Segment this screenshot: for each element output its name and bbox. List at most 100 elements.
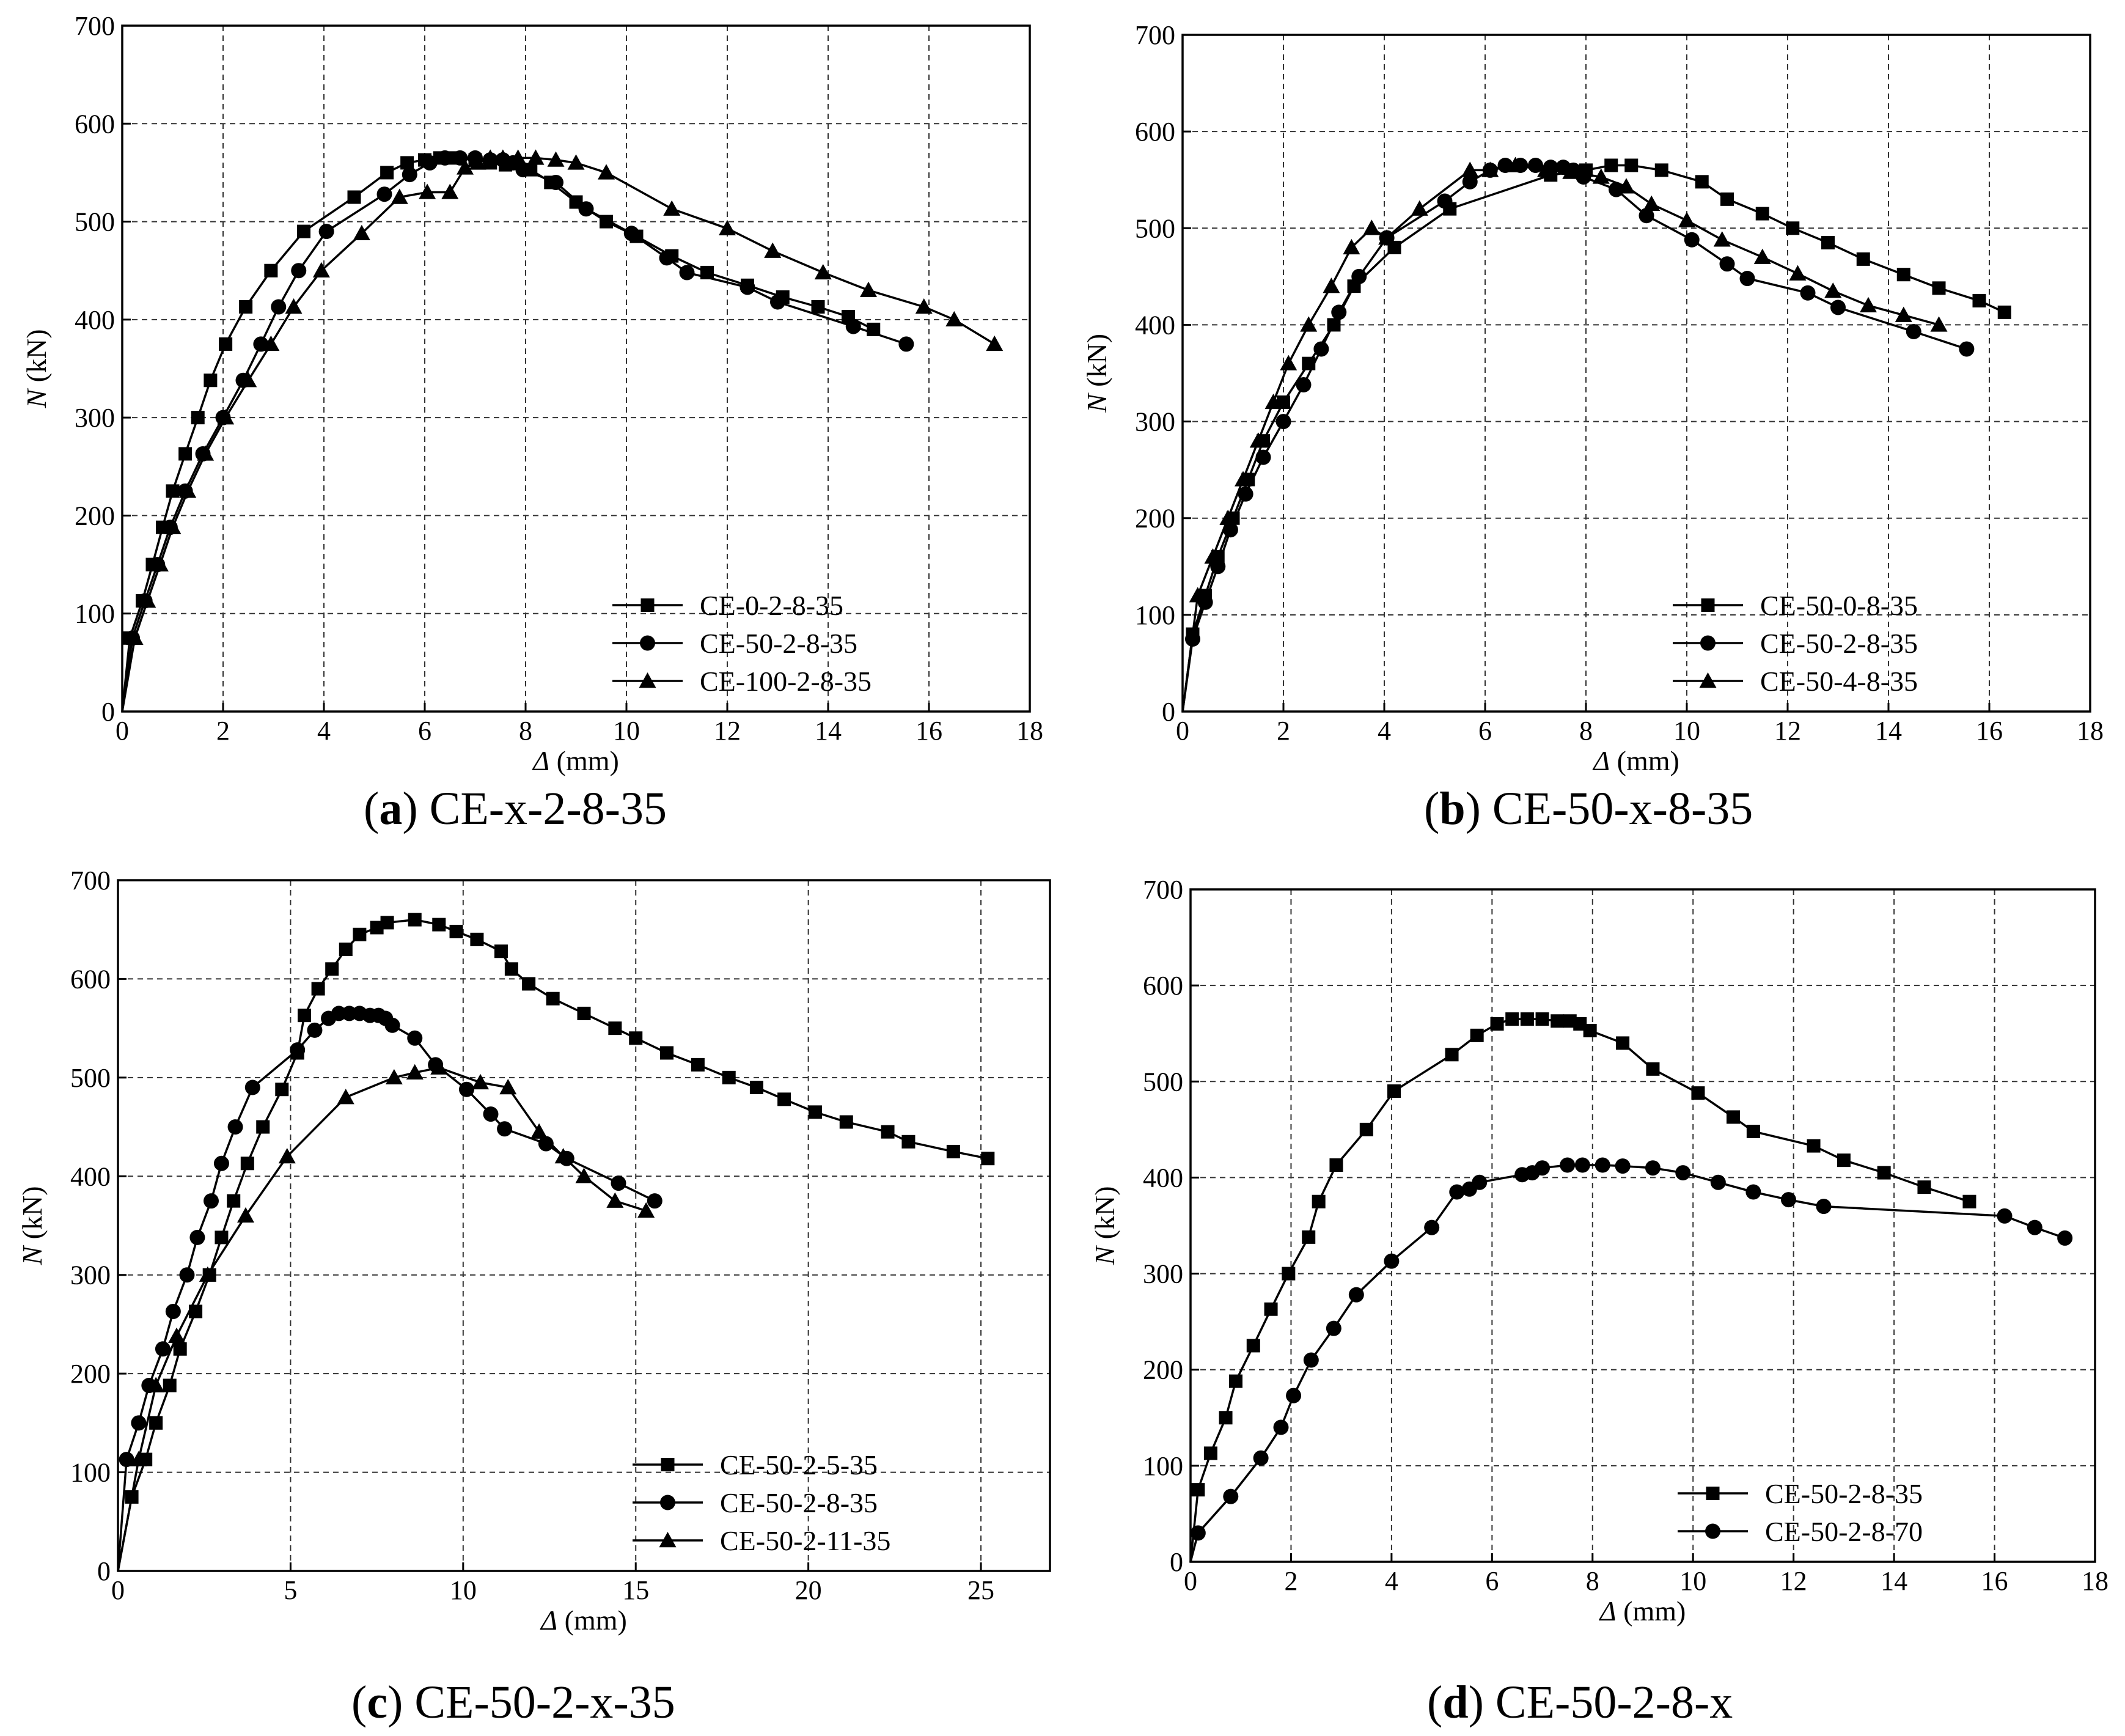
circle-data-point: [1615, 1158, 1631, 1174]
y-tick-label: 500: [1143, 1067, 1183, 1097]
square-data-point: [1786, 221, 1800, 235]
triangle-data-point: [1592, 168, 1610, 184]
square-data-point: [189, 1304, 203, 1319]
legend-entry-label: CE-100-2-8-35: [700, 666, 872, 697]
square-data-point: [1727, 1110, 1740, 1124]
triangle-data-point: [1411, 200, 1428, 216]
x-tick-label: 2: [1277, 716, 1290, 746]
triangle-data-point: [554, 1148, 572, 1164]
x-tick-label: 20: [795, 1575, 822, 1605]
circle-data-point: [1223, 1488, 1239, 1504]
square-data-point: [1695, 175, 1709, 189]
x-tick-label: 12: [1780, 1566, 1807, 1596]
square-data-point: [1551, 1014, 1565, 1028]
circle-data-point: [898, 336, 914, 352]
square-data-point: [173, 1342, 187, 1356]
x-axis-label: Δ (mm): [1599, 1595, 1686, 1627]
triangle-data-point: [1378, 229, 1396, 245]
x-tick-label: 8: [1579, 716, 1593, 746]
legend-entry-label: CE-50-2-5-35: [720, 1449, 878, 1480]
square-data-point: [1583, 1024, 1597, 1037]
circle-data-point: [1535, 1160, 1551, 1176]
triangle-data-point: [312, 262, 330, 278]
circle-data-point: [437, 150, 453, 166]
y-axis-label: N (kN): [1081, 334, 1112, 413]
x-tick-label: 18: [1016, 716, 1043, 746]
circle-data-point: [659, 250, 675, 266]
y-tick-label: 600: [75, 109, 115, 139]
legend-circle-marker: [660, 1495, 675, 1510]
square-data-point: [1821, 236, 1835, 250]
x-tick-label: 14: [815, 716, 842, 746]
square-data-point: [204, 373, 218, 388]
x-tick-label: 0: [1184, 1566, 1197, 1596]
x-axis-symbol: Δ: [540, 1605, 557, 1636]
triangle-data-point: [337, 1089, 354, 1105]
chart-panel-c: 0 5 10 15 20 25 0 100 200 300 400 500 600 700 Δ (mm) N …: [17, 866, 1051, 1728]
y-axis-unit: (kN): [1081, 334, 1112, 394]
plot-frame: [121, 24, 1031, 713]
x-tick-label: 14: [1881, 1566, 1907, 1596]
x-axis-label: Δ (mm): [1592, 745, 1679, 776]
circle-data-point: [1255, 449, 1271, 465]
square-data-point: [1877, 1166, 1891, 1180]
square-data-point: [1277, 395, 1290, 409]
y-tick-label: 600: [70, 964, 111, 994]
circle-data-point: [1222, 522, 1238, 538]
triangle-data-point: [663, 200, 681, 216]
square-data-point: [239, 300, 253, 314]
series-CE-50-4-8-35: [1181, 156, 1948, 712]
circle-data-point: [1424, 1219, 1440, 1235]
square-data-point: [1505, 1012, 1519, 1026]
triangle-data-point: [1507, 156, 1524, 172]
x-axis-label: Δ (mm): [540, 1605, 627, 1636]
circle-data-point: [1645, 1160, 1661, 1176]
triangle-data-point: [764, 242, 782, 258]
circle-data-point: [2027, 1219, 2042, 1235]
square-data-point: [1219, 1411, 1233, 1425]
y-axis-label: N (kN): [1089, 1186, 1120, 1265]
y-tick-label: 400: [70, 1161, 111, 1191]
square-data-point: [946, 1144, 960, 1158]
triangle-data-point: [391, 188, 408, 204]
square-data-point: [1229, 1374, 1242, 1388]
circle-data-point: [1997, 1208, 2013, 1224]
legend: CE-50-0-8-35 CE-50-2-8-35 CE-50-4-8-35: [1673, 590, 1918, 697]
triangle-data-point: [1280, 355, 1297, 370]
y-axis-label: N (kN): [21, 329, 52, 408]
square-data-point: [178, 447, 193, 461]
legend-triangle-marker: [1699, 672, 1717, 688]
circle-data-point: [548, 174, 563, 190]
square-data-point: [353, 927, 367, 941]
circle-data-point: [1273, 1419, 1289, 1435]
circle-data-point: [213, 1155, 229, 1171]
triangle-data-point: [179, 482, 197, 498]
triangle-data-point: [457, 159, 474, 175]
x-tick-label: 10: [613, 716, 640, 746]
x-tick-label: 25: [967, 1575, 994, 1605]
circle-data-point: [515, 162, 531, 178]
legend-square-marker: [661, 1458, 675, 1471]
square-data-point: [1302, 1230, 1316, 1244]
y-tick-label: 600: [1135, 117, 1175, 147]
circle-data-point: [458, 1081, 474, 1097]
circle-data-point: [770, 294, 785, 310]
legend-entry-label: CE-50-2-8-35: [700, 628, 857, 659]
square-data-point: [449, 924, 463, 938]
legend-circle-marker: [640, 635, 655, 651]
triangle-data-point: [1204, 548, 1222, 564]
chart-panel-a: 0 2 4 6 8 10 12 14 16 18 0 100 200 300 400 500 600 700 Δ (…: [21, 11, 1043, 834]
y-tick-label: 300: [70, 1260, 111, 1290]
triangle-data-point: [217, 409, 235, 425]
triangle-data-point: [986, 335, 1004, 351]
triangle-data-point: [945, 311, 963, 327]
square-data-point: [1203, 1446, 1217, 1460]
triangle-data-point: [637, 1202, 655, 1218]
square-data-point: [691, 1057, 705, 1072]
square-data-point: [504, 962, 518, 976]
square-data-point: [1962, 1194, 1976, 1208]
y-tick-label: 0: [97, 1556, 111, 1586]
square-data-point: [881, 1125, 895, 1139]
y-tick-label: 300: [1135, 407, 1175, 437]
triangle-data-point: [126, 629, 144, 645]
